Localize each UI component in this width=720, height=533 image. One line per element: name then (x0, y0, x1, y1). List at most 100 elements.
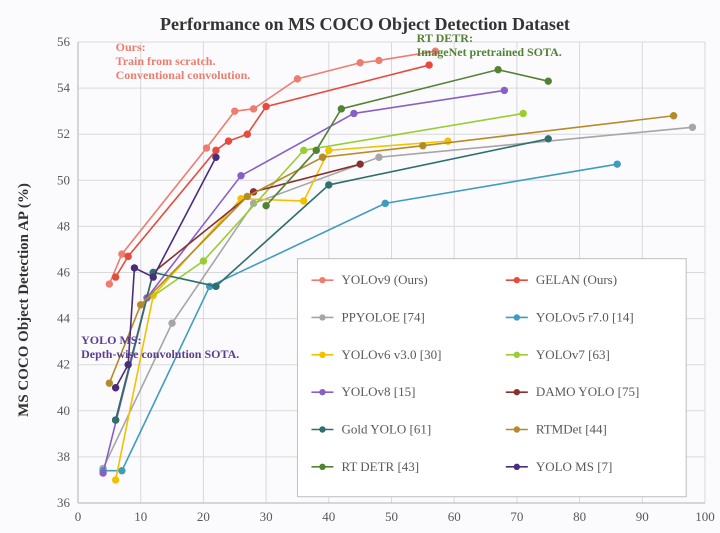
data-point (426, 62, 432, 68)
y-tick-label: 40 (57, 403, 70, 418)
series-line (109, 51, 435, 284)
data-point (501, 87, 507, 93)
data-point (150, 274, 156, 280)
legend-marker-dot (514, 277, 520, 283)
data-point (313, 147, 319, 153)
data-point (244, 193, 250, 199)
legend-label: PPYOLOE [74] (341, 309, 424, 324)
legend-marker-dot (319, 277, 325, 283)
y-tick-label: 52 (57, 126, 70, 141)
data-point (357, 161, 363, 167)
y-tick-label: 42 (57, 357, 70, 372)
data-point (382, 200, 388, 206)
data-point (545, 136, 551, 142)
data-point (250, 106, 256, 112)
data-point (112, 477, 118, 483)
legend: YOLOv9 (Ours) GELAN (Ours) PPYOLOE [74] YOL… (297, 259, 686, 497)
data-point (376, 57, 382, 63)
legend-label: YOLO MS [7] (536, 459, 613, 474)
x-tick-label: 20 (197, 509, 210, 524)
legend-label: RTMDet [44] (536, 422, 607, 437)
data-point (213, 147, 219, 153)
data-point (106, 380, 112, 386)
data-point (119, 251, 125, 257)
data-point (263, 103, 269, 109)
data-point (119, 468, 125, 474)
data-point (670, 113, 676, 119)
data-point (125, 253, 131, 259)
legend-label: YOLOv7 [63] (536, 347, 610, 362)
data-point (112, 417, 118, 423)
legend-marker-dot (514, 464, 520, 470)
chart-annotation: ImageNet pretrained SOTA. (417, 45, 562, 59)
data-point (263, 202, 269, 208)
data-point (213, 154, 219, 160)
data-point (338, 106, 344, 112)
legend-marker-dot (514, 352, 520, 358)
data-point (351, 110, 357, 116)
y-tick-label: 50 (57, 172, 70, 187)
x-tick-label: 70 (510, 509, 523, 524)
legend-marker-dot (514, 314, 520, 320)
y-tick-label: 56 (57, 34, 71, 49)
x-tick-label: 100 (695, 509, 715, 524)
x-tick-label: 10 (134, 509, 147, 524)
data-point (520, 110, 526, 116)
legend-marker-dot (514, 426, 520, 432)
x-tick-label: 60 (448, 509, 461, 524)
data-point (301, 147, 307, 153)
data-point (689, 124, 695, 130)
y-tick-label: 48 (57, 218, 70, 233)
x-tick-label: 0 (75, 509, 82, 524)
data-point (376, 154, 382, 160)
chart-annotation: Depth-wise convolution SOTA. (81, 347, 239, 361)
legend-label: YOLOv6 v3.0 [30] (341, 347, 441, 362)
data-point (301, 198, 307, 204)
legend-marker-dot (319, 426, 325, 432)
data-point (112, 385, 118, 391)
chart-annotation: Train from scratch. (116, 54, 216, 68)
y-tick-label: 46 (57, 265, 71, 280)
x-tick-label: 40 (322, 509, 335, 524)
chart-title: Performance on MS COCO Object Detection … (160, 14, 570, 34)
chart-annotation: Ours: (116, 40, 146, 54)
chart-annotation: YOLO MS: (81, 333, 141, 347)
x-tick-label: 30 (260, 509, 273, 524)
legend-label: Gold YOLO [61] (341, 422, 431, 437)
legend-marker-dot (319, 389, 325, 395)
legend-label: GELAN (Ours) (536, 272, 617, 287)
data-point (545, 78, 551, 84)
legend-marker-dot (514, 389, 520, 395)
data-point (125, 362, 131, 368)
y-tick-label: 44 (57, 311, 71, 326)
data-point (294, 76, 300, 82)
data-point (326, 147, 332, 153)
legend-label: DAMO YOLO [75] (536, 384, 640, 399)
legend-label: RT DETR [43] (341, 459, 419, 474)
data-point (238, 172, 244, 178)
data-point (420, 143, 426, 149)
performance-chart: Performance on MS COCO Object Detection … (0, 0, 720, 533)
data-point (232, 108, 238, 114)
legend-label: YOLOv5 r7.0 [14] (536, 309, 634, 324)
chart-annotation: RT DETR: (417, 31, 473, 45)
data-point (319, 154, 325, 160)
y-tick-label: 36 (57, 495, 71, 510)
legend-label: YOLOv9 (Ours) (341, 272, 427, 287)
data-point (225, 138, 231, 144)
x-tick-label: 50 (385, 509, 398, 524)
data-point (203, 145, 209, 151)
x-tick-label: 90 (636, 509, 649, 524)
data-point (169, 320, 175, 326)
data-point (213, 283, 219, 289)
y-tick-label: 38 (57, 449, 70, 464)
data-point (138, 302, 144, 308)
data-point (131, 265, 137, 271)
data-point (244, 131, 250, 137)
data-point (200, 258, 206, 264)
data-point (106, 281, 112, 287)
legend-label: YOLOv8 [15] (341, 384, 415, 399)
data-point (614, 161, 620, 167)
legend-marker-dot (319, 314, 325, 320)
legend-marker-dot (319, 464, 325, 470)
